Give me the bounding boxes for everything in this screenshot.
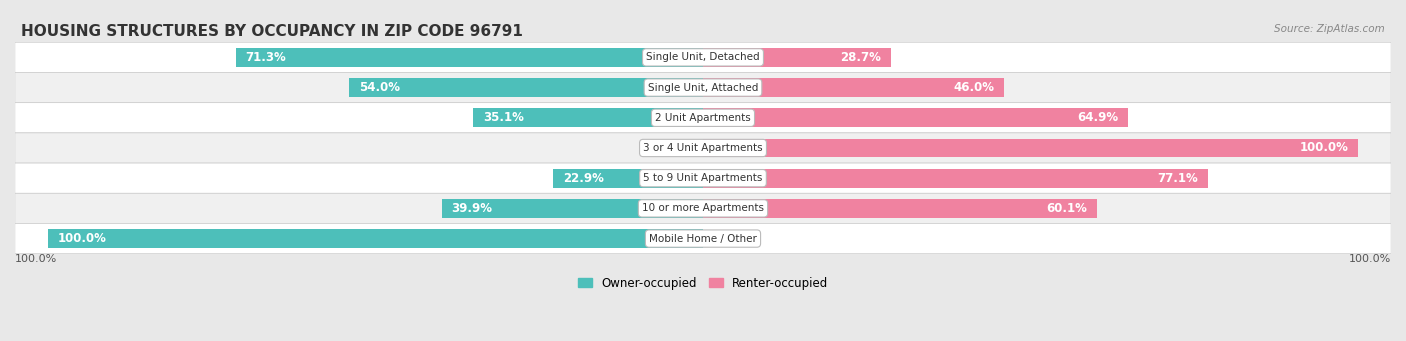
Bar [236,48,703,67]
Text: 100.0%: 100.0% [1348,254,1391,264]
Text: 100.0%: 100.0% [15,254,58,264]
Bar [553,169,703,188]
FancyBboxPatch shape [15,42,1391,73]
FancyBboxPatch shape [15,223,1391,254]
Text: 3 or 4 Unit Apartments: 3 or 4 Unit Apartments [643,143,763,153]
Bar [703,139,1358,157]
Text: 46.0%: 46.0% [953,81,994,94]
Bar [703,48,891,67]
Text: 5 to 9 Unit Apartments: 5 to 9 Unit Apartments [644,173,762,183]
Bar [703,169,1208,188]
Bar [703,199,1097,218]
Bar [48,229,703,248]
Text: 0.0%: 0.0% [661,142,690,154]
Text: 64.9%: 64.9% [1077,111,1118,124]
Text: 100.0%: 100.0% [1299,142,1348,154]
Bar [703,108,1128,127]
FancyBboxPatch shape [15,163,1391,193]
Text: Single Unit, Detached: Single Unit, Detached [647,53,759,62]
Legend: Owner-occupied, Renter-occupied: Owner-occupied, Renter-occupied [572,272,834,294]
Text: Single Unit, Attached: Single Unit, Attached [648,83,758,92]
Text: 10 or more Apartments: 10 or more Apartments [643,203,763,213]
Text: 71.3%: 71.3% [246,51,287,64]
FancyBboxPatch shape [15,133,1391,163]
Text: 0.0%: 0.0% [716,232,745,245]
Text: 100.0%: 100.0% [58,232,107,245]
Bar [441,199,703,218]
Text: 28.7%: 28.7% [841,51,882,64]
Bar [703,78,1004,97]
Bar [349,78,703,97]
Text: 54.0%: 54.0% [359,81,399,94]
FancyBboxPatch shape [15,103,1391,133]
Text: 60.1%: 60.1% [1046,202,1087,215]
FancyBboxPatch shape [15,73,1391,103]
Text: 2 Unit Apartments: 2 Unit Apartments [655,113,751,123]
Text: 39.9%: 39.9% [451,202,492,215]
Text: 22.9%: 22.9% [562,172,603,185]
FancyBboxPatch shape [15,193,1391,223]
Bar [472,108,703,127]
Text: Source: ZipAtlas.com: Source: ZipAtlas.com [1274,24,1385,34]
Text: 35.1%: 35.1% [482,111,523,124]
Text: 77.1%: 77.1% [1157,172,1198,185]
Text: HOUSING STRUCTURES BY OCCUPANCY IN ZIP CODE 96791: HOUSING STRUCTURES BY OCCUPANCY IN ZIP C… [21,24,523,39]
Text: Mobile Home / Other: Mobile Home / Other [650,234,756,243]
